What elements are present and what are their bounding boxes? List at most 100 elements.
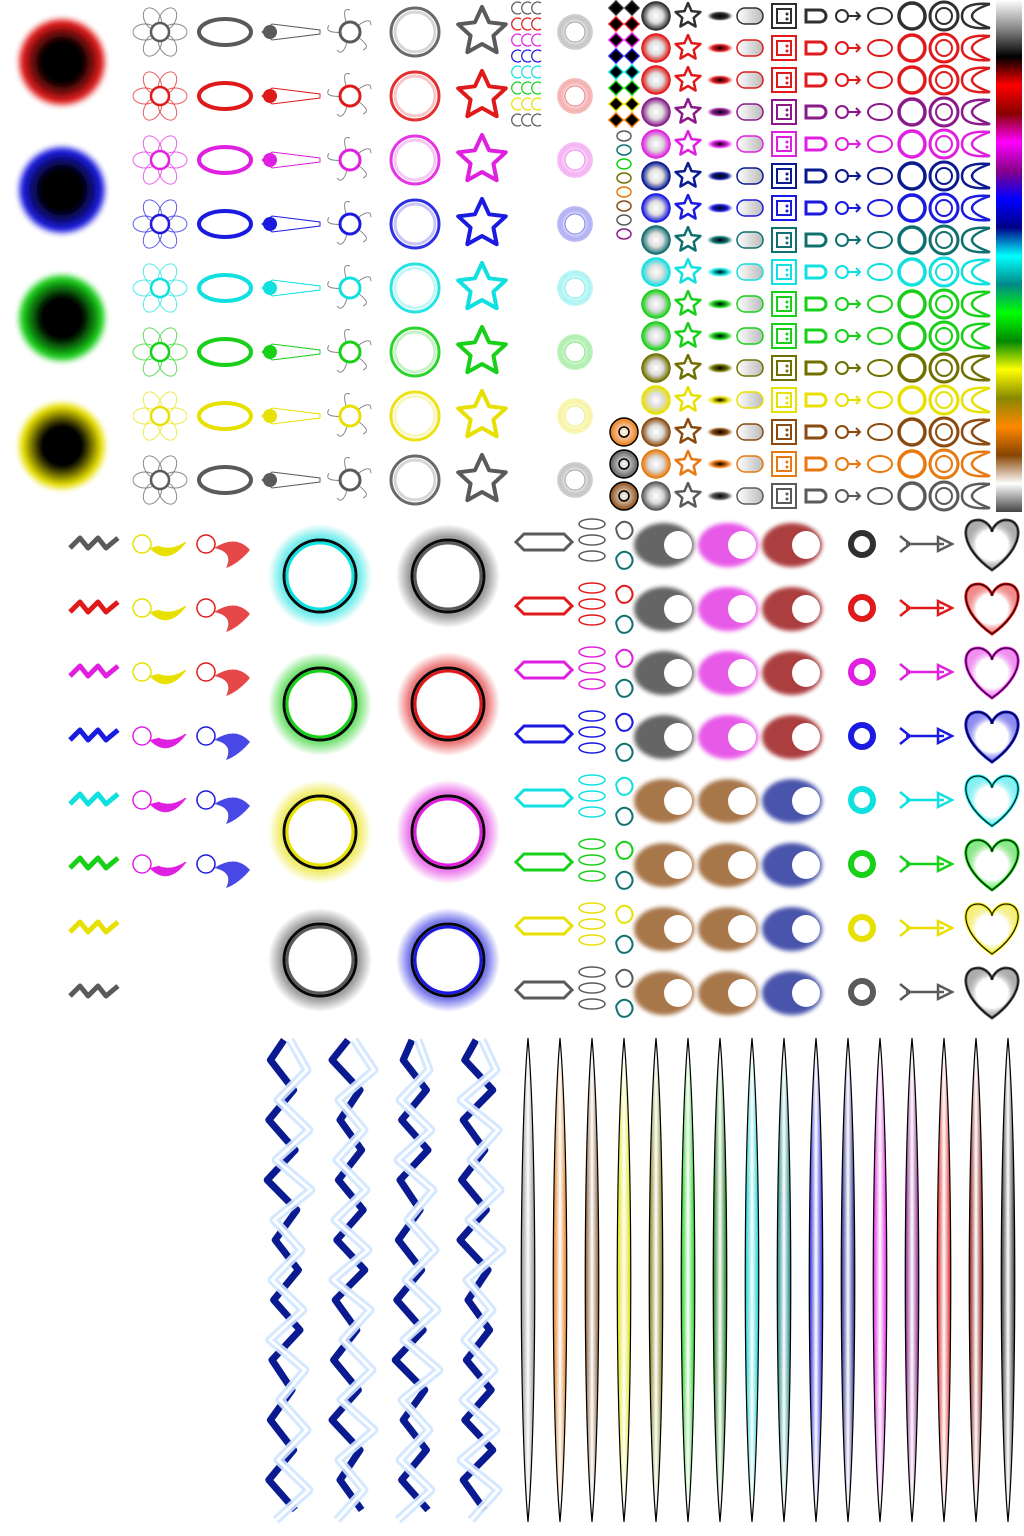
double-ring-icon [928,160,960,192]
glowing-ring-icon [268,652,372,756]
diamond-icon [607,79,625,97]
crescent-icon [521,65,532,79]
crescent-icon [511,65,522,79]
sphere-icon [641,33,671,63]
square-chip-icon [771,323,797,349]
claw-icon [196,726,250,760]
ellipse-pair-icon [578,854,606,866]
needle-beam-icon [808,1037,824,1523]
glowing-ring-icon [396,524,500,628]
capsule-icon [736,327,764,345]
star-outline-icon [674,161,702,188]
glow-burst-icon [557,398,593,434]
glow-burst-icon [557,334,593,370]
fireball-icon [634,715,694,759]
ellipse-icon [867,7,893,25]
fireball-icon [698,779,758,823]
capsule-icon [736,295,764,313]
blob-icon [615,678,634,698]
needle-beam-icon [968,1037,984,1523]
diamond-icon [623,95,641,113]
laser-bar-icon [513,724,575,744]
heart-icon [964,646,1020,700]
square-chip-icon [771,227,797,253]
laser-bar-icon [513,596,575,616]
blob-icon [615,998,634,1018]
diamond-icon [623,63,641,81]
swirl-icon [960,450,991,478]
sphere-icon [641,225,671,255]
ellipse-pair-icon [578,710,606,722]
square-chip-icon [771,355,797,381]
diamond-icon [607,31,625,49]
oval-dark-icon [707,427,733,437]
sphere-icon [641,417,671,447]
arrow-ring-icon [835,201,862,215]
ellipse-icon [867,71,893,89]
needle-beam-icon [712,1037,728,1523]
small-ellipse-icon [616,186,632,198]
blob-icon [615,776,634,796]
double-ring-icon [928,416,960,448]
blob-icon [615,840,634,860]
arrow-ring-icon [835,329,862,343]
zigzag-icon [68,535,120,551]
dagger-icon [261,151,321,169]
fireball-icon [634,779,694,823]
swirl-icon [960,322,991,350]
ellipse-pair-icon [578,518,606,530]
glow-ring-icon [389,262,441,314]
blob-icon [615,742,634,762]
flower-icon [132,263,188,313]
arrow-ring-icon [835,9,862,23]
ellipse-icon [867,295,893,313]
blob-icon [615,550,634,570]
crescent-icon [511,33,522,47]
pill-icon [804,456,828,472]
crescent-icon [521,17,532,31]
ellipse-icon [867,327,893,345]
fireball-icon [762,779,822,823]
crescent-icon [511,49,522,63]
small-ring-icon [848,594,876,622]
star-icon [456,69,508,119]
claw-icon [196,598,250,632]
heart-icon [964,710,1020,764]
capsule-icon [736,199,764,217]
star-outline-icon [674,257,702,284]
swirl-icon [960,226,991,254]
arrow-ring-icon [835,105,862,119]
heart-icon [964,774,1020,828]
sphere-icon [641,193,671,223]
arrow-ring-icon [835,489,862,503]
ornate-flower-icon [327,265,372,309]
crescent-icon [511,1,522,15]
double-ring-icon [928,96,960,128]
pill-icon [804,136,828,152]
ellipse-ring-icon [197,337,253,367]
crescent-icon [511,113,522,127]
ellipse-pair-icon [578,934,606,946]
ellipse-ring-icon [197,401,253,431]
star-icon [456,197,508,247]
ring-icon [897,417,927,447]
glowing-ring-icon [396,780,500,884]
ring-icon [897,33,927,63]
claw-icon [196,854,250,888]
arrow-ring-icon [835,137,862,151]
laser-bar-icon [513,916,575,936]
fireball-icon [634,971,694,1015]
hook-icon [132,598,187,621]
heart-icon [964,838,1020,892]
needle-beam-icon [776,1037,792,1523]
fireball-icon [762,843,822,887]
arrow-ring-icon [835,393,862,407]
ellipse-icon [867,391,893,409]
square-chip-icon [771,419,797,445]
flower-icon [132,71,188,121]
zigzag-icon [68,663,120,679]
pill-icon [804,488,828,504]
glow-burst-icon [557,14,593,50]
ellipse-ring-icon [197,145,253,175]
arrow-ring-icon [835,297,862,311]
